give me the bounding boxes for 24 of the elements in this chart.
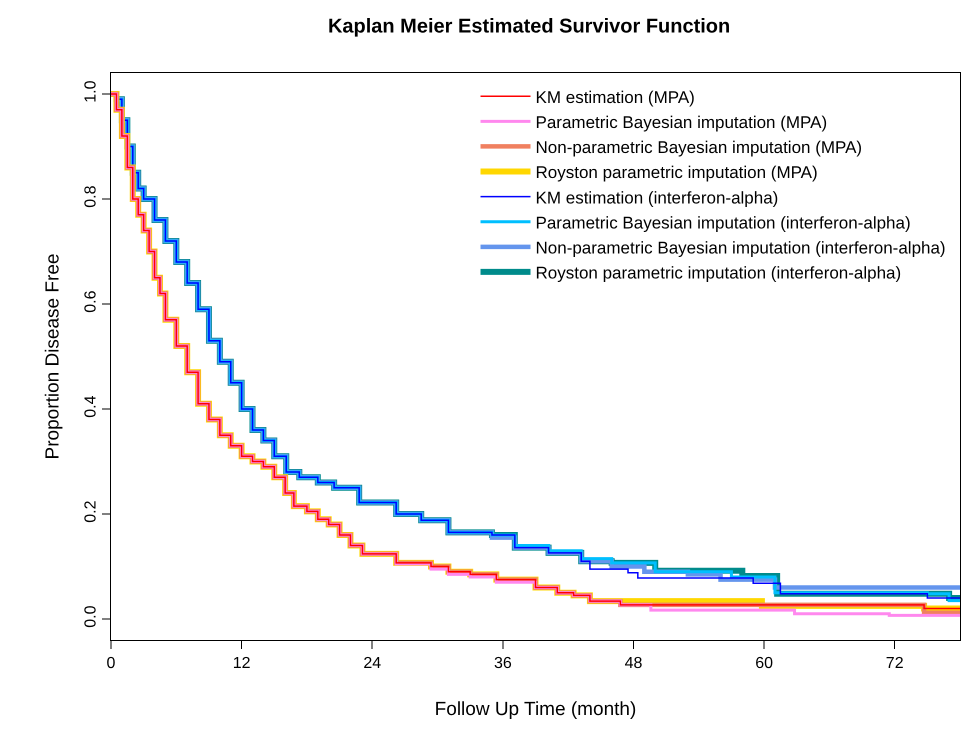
legend-label: KM estimation (interferon-alpha) <box>536 188 778 208</box>
legend-label: Non-parametric Bayesian imputation (interferon-alpha) <box>536 238 946 258</box>
legend-label: Royston parametric imputation (MPA) <box>536 163 818 182</box>
y-tick-label: 0.8 <box>82 185 100 208</box>
y-axis-title: Proportion Disease Free <box>42 254 64 460</box>
y-tick-label: 0.4 <box>82 395 100 418</box>
x-tick-label: 36 <box>494 655 512 672</box>
x-tick-label: 24 <box>363 655 382 672</box>
legend-label: KM estimation (MPA) <box>536 88 695 107</box>
chart-title: Kaplan Meier Estimated Survivor Function <box>328 16 730 38</box>
y-tick-label: 0.6 <box>82 290 100 313</box>
y-tick-label: 0.0 <box>82 605 100 628</box>
x-tick-label: 12 <box>232 655 251 672</box>
y-tick-label: 0.2 <box>82 500 100 523</box>
legend-label: Royston parametric imputation (interferon-alpha) <box>536 264 902 283</box>
x-tick-label: 0 <box>106 655 116 672</box>
x-tick-label: 72 <box>886 655 904 672</box>
legend-label: Non-parametric Bayesian imputation (MPA) <box>536 138 862 158</box>
y-tick-label: 1.0 <box>82 80 100 103</box>
legend-label: Parametric Bayesian imputation (interferon-alpha) <box>536 213 911 232</box>
legend-label: Parametric Bayesian imputation (MPA) <box>536 112 828 132</box>
x-axis-title: Follow Up Time (month) <box>434 699 636 720</box>
x-tick-label: 48 <box>624 655 642 672</box>
x-tick-label: 60 <box>755 655 774 672</box>
